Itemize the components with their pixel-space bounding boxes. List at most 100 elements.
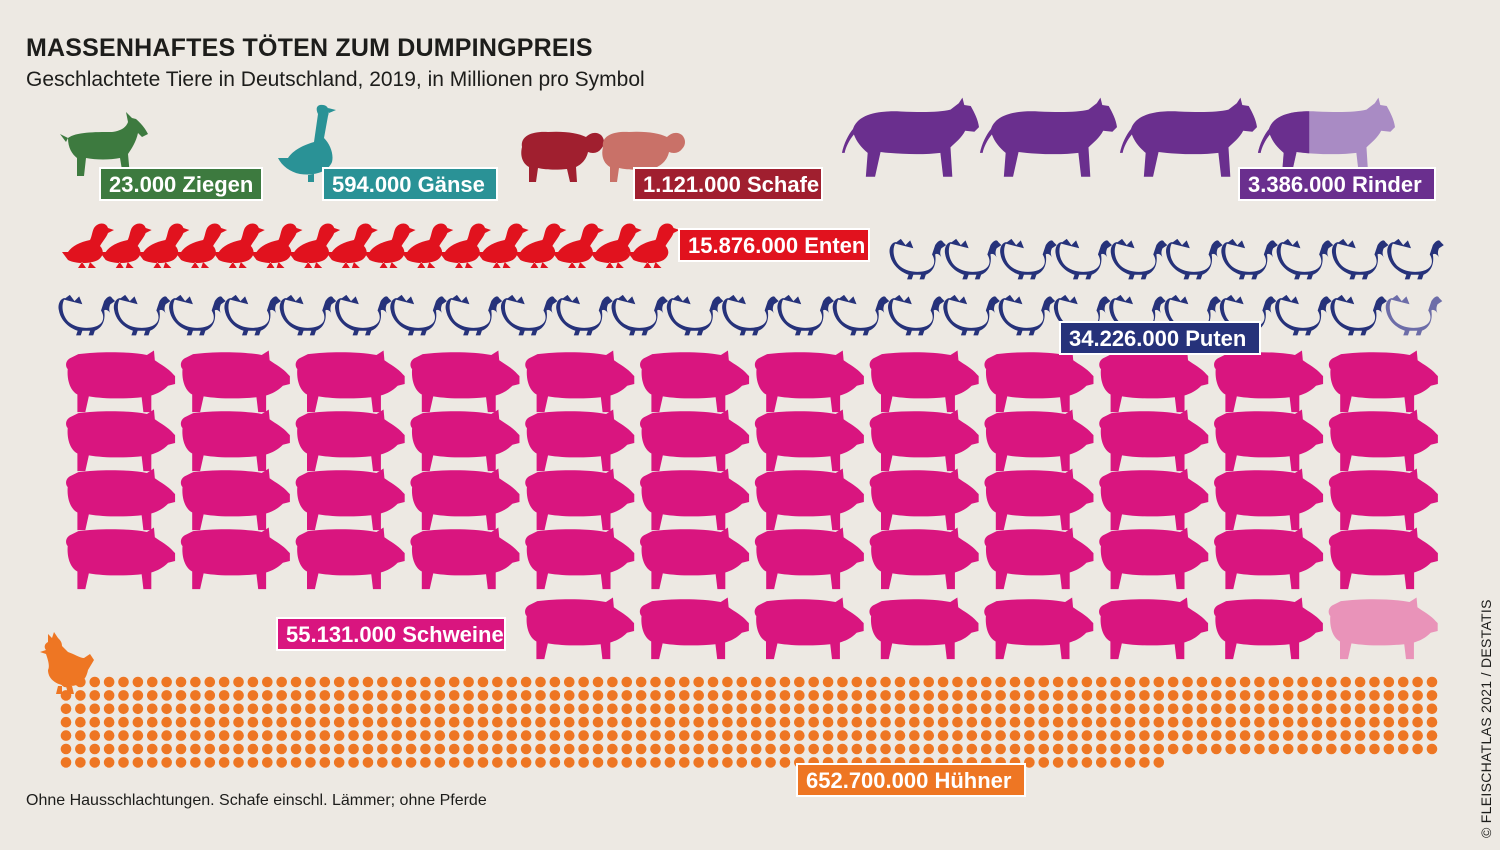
chicken-dot xyxy=(391,743,403,755)
chicken-dot xyxy=(1052,730,1064,741)
turkey-icon xyxy=(169,294,226,336)
chicken-dot xyxy=(492,676,503,688)
chicken-dot xyxy=(535,730,546,741)
chicken-dot xyxy=(247,716,259,728)
chicken-dot xyxy=(434,716,446,728)
chicken-dot xyxy=(1067,690,1078,701)
chicken-dot xyxy=(1009,730,1021,741)
chicken-dot xyxy=(362,690,374,701)
chicken-dot xyxy=(621,676,633,688)
chicken-dot xyxy=(722,716,733,728)
chicken-dot xyxy=(1095,703,1107,715)
chicken-dot xyxy=(822,716,834,728)
chicken-dot xyxy=(736,743,748,755)
label-gnse: 594.000 Gänse xyxy=(322,167,498,201)
chicken-dot xyxy=(1196,676,1208,688)
chicken-dot xyxy=(190,690,201,701)
label-schweine: 55.131.000 Schweine xyxy=(276,617,506,651)
chicken-dot xyxy=(851,716,863,728)
chicken-dot xyxy=(1153,730,1165,741)
chicken-dot xyxy=(1297,703,1308,715)
chicken-dot xyxy=(1369,730,1380,741)
chicken-dot xyxy=(750,716,762,728)
chicken-dot xyxy=(1124,730,1136,741)
chicken-dot xyxy=(1067,676,1078,688)
chicken-dot xyxy=(190,676,201,688)
chicken-dot xyxy=(60,716,72,728)
chicken-dot xyxy=(161,690,172,701)
chicken-dot xyxy=(880,690,891,701)
chicken-dot xyxy=(664,676,676,688)
chicken-dot xyxy=(1254,743,1265,755)
chicken-dot xyxy=(391,690,403,701)
chicken-dot xyxy=(1139,690,1150,701)
pig-icon xyxy=(295,468,405,531)
chicken-dot xyxy=(463,690,474,701)
chicken-dot xyxy=(707,703,719,715)
chicken-dot xyxy=(578,716,589,728)
chicken-dot xyxy=(218,690,230,701)
label-puten: 34.226.000 Puten xyxy=(1059,321,1261,355)
chicken-dot xyxy=(391,676,403,688)
pig-icon xyxy=(869,597,979,660)
chicken-dot xyxy=(218,730,230,741)
chicken-dot xyxy=(247,703,259,715)
chicken-dot xyxy=(650,716,661,728)
chicken-dot xyxy=(1326,716,1337,728)
chicken-dot xyxy=(535,676,546,688)
pig-icon xyxy=(295,527,405,590)
label-text: 1.121.000 Schafe xyxy=(643,172,819,197)
chicken-dot xyxy=(262,730,273,741)
turkey-icon xyxy=(1166,238,1223,280)
chicken-dot xyxy=(377,757,388,768)
chicken-dot xyxy=(175,730,187,741)
turkey-icon xyxy=(1276,238,1334,280)
chicken-dot xyxy=(420,690,431,701)
chicken-dot xyxy=(909,716,920,728)
chicken-dot xyxy=(736,703,748,715)
chicken-dot xyxy=(1095,716,1107,728)
chicken-dot xyxy=(1239,730,1251,741)
chicken-dot xyxy=(1124,690,1136,701)
chicken-dot xyxy=(1383,690,1395,701)
chicken-dot xyxy=(190,716,201,728)
chicken-dot xyxy=(851,703,863,715)
chicken-dot xyxy=(89,757,101,768)
chicken-dot xyxy=(621,730,633,741)
chicken-dot xyxy=(319,730,331,741)
chicken-dot xyxy=(89,716,101,728)
chicken-dot xyxy=(707,757,719,768)
chicken-dot xyxy=(348,716,359,728)
pig-icon xyxy=(66,468,176,531)
turkey-icon xyxy=(1221,238,1278,280)
chicken-dot xyxy=(765,676,776,688)
chicken-dot xyxy=(635,676,647,688)
chicken-dot xyxy=(1067,743,1078,755)
chicken-dot xyxy=(161,676,172,688)
label-text: 23.000 Ziegen xyxy=(109,172,253,197)
turkey-icon xyxy=(722,294,779,336)
chicken-dot xyxy=(1239,703,1251,715)
chicken-dot xyxy=(779,743,791,755)
chicken-dot xyxy=(794,676,805,688)
chicken-dot xyxy=(1009,743,1021,755)
chicken-dot xyxy=(1124,757,1136,768)
label-ziegen: 23.000 Ziegen xyxy=(99,167,263,201)
chicken-dot xyxy=(693,730,704,741)
chicken-dot xyxy=(1268,730,1280,741)
turkey-icon xyxy=(1330,294,1387,336)
chicken-dot xyxy=(1326,703,1337,715)
chicken-dot xyxy=(247,730,259,741)
chicken-dot xyxy=(420,716,431,728)
chicken-dot xyxy=(276,676,287,688)
chicken-dot xyxy=(909,743,920,755)
chicken-dot xyxy=(175,703,187,715)
chicken-dot xyxy=(1254,690,1265,701)
chicken-dot xyxy=(204,743,216,755)
chicken-dot xyxy=(535,703,546,715)
chicken-dot xyxy=(678,757,690,768)
chicken-dot xyxy=(377,730,388,741)
chicken-dot xyxy=(1139,703,1150,715)
label-text: 594.000 Gänse xyxy=(332,172,485,197)
chicken-dot xyxy=(1268,690,1280,701)
